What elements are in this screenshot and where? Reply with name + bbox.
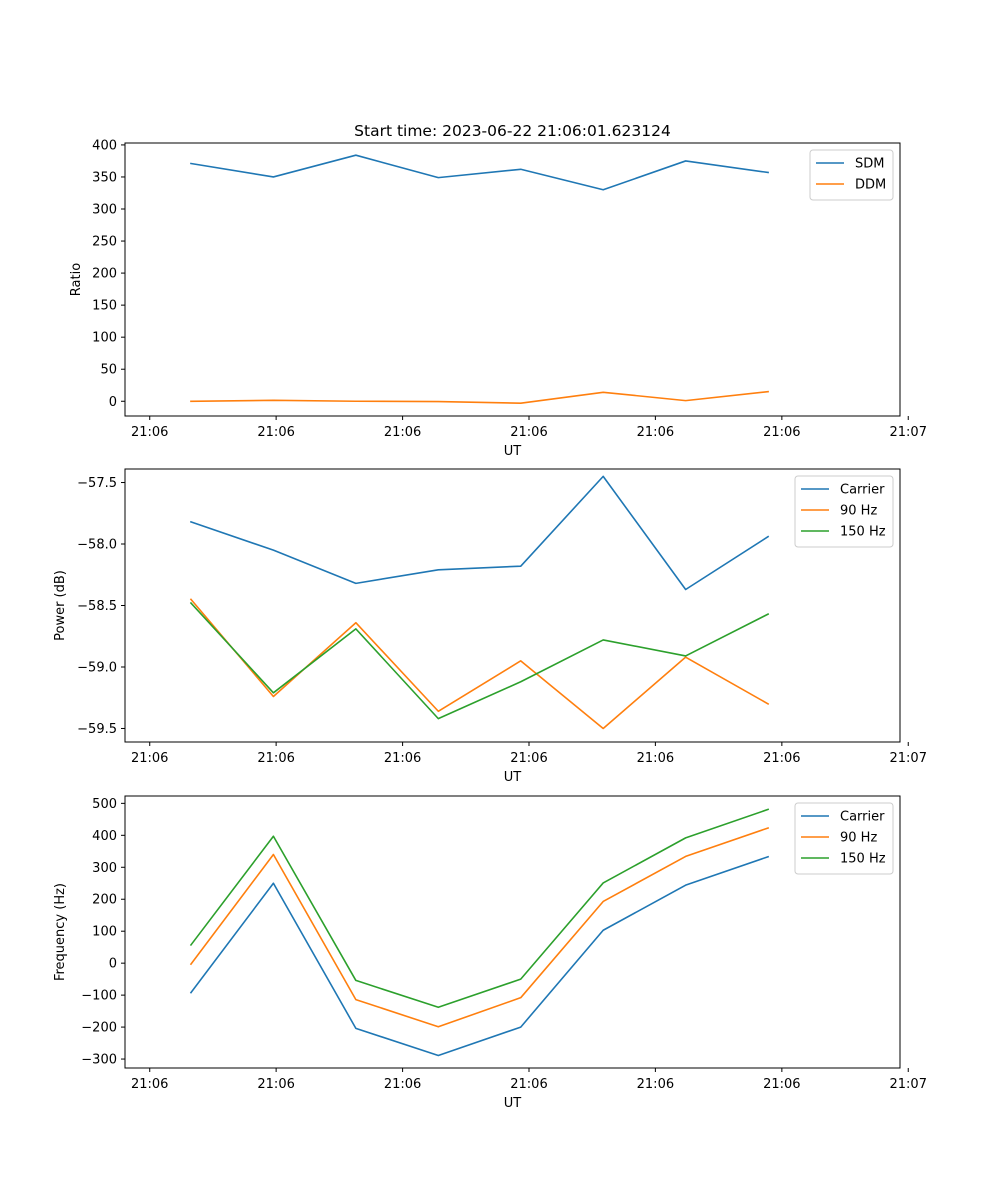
y-axis-label: Ratio [69, 263, 84, 296]
y-tick-label: 300 [92, 861, 117, 876]
legend-label: Carrier [840, 810, 885, 825]
series-line-1 [189, 475, 770, 591]
y-tick-label: −58.5 [77, 599, 117, 614]
legend-box [794, 802, 894, 875]
x-tick-label: 21:06 [763, 1077, 800, 1092]
x-tick-label: 21:06 [131, 425, 168, 440]
y-tick-label: 400 [92, 138, 117, 153]
x-tick-label: 21:07 [890, 1077, 927, 1092]
y-tick-label: 250 [92, 235, 117, 250]
x-tick-label: 21:06 [763, 425, 800, 440]
series-line-1 [190, 154, 769, 191]
x-tick-label: 21:06 [637, 751, 674, 766]
x-tick-label: 21:07 [890, 425, 927, 440]
y-tick-label: −300 [81, 1053, 117, 1068]
series-line-2 [189, 598, 770, 730]
y-tick-label: 500 [92, 797, 117, 812]
y-tick-label: −59.5 [77, 722, 117, 737]
series-line-3 [189, 601, 770, 720]
y-tick-label: −59.0 [77, 660, 117, 675]
x-tick-label: 21:06 [384, 1077, 421, 1092]
plot-frame [124, 142, 901, 417]
series-line-2 [190, 390, 769, 404]
legend-label: Carrier [840, 483, 885, 498]
x-tick-label: 21:06 [131, 751, 168, 766]
y-tick-label: 150 [92, 299, 117, 314]
chart-panel-3: 21:06 21:06 21:06 21:06 21:06 21:06 21:07 −300 −… [53, 795, 927, 1111]
legend-box [794, 475, 894, 548]
y-tick-label: −58.0 [77, 538, 117, 553]
legend: Carrier 90 Hz 150 Hz [794, 802, 894, 875]
chart-panel-1: 21:06 21:06 21:06 21:06 21:06 21:06 21:07 0 50 10… [69, 122, 927, 459]
x-tick-label: 21:06 [637, 1077, 674, 1092]
plot-frame [124, 468, 901, 743]
legend: Carrier 90 Hz 150 Hz [794, 475, 894, 548]
legend-label: 150 Hz [840, 525, 886, 540]
legend-label: 150 Hz [840, 852, 886, 867]
legend-label: DDM [855, 178, 886, 193]
x-tick-label: 21:06 [510, 425, 547, 440]
y-tick-label: −57.5 [77, 476, 117, 491]
x-axis-label: UT [504, 1096, 522, 1111]
y-axis-label: Power (dB) [53, 570, 68, 641]
x-axis-label: UT [504, 770, 522, 785]
x-tick-label: 21:06 [510, 1077, 547, 1092]
chart-panel-2: 21:06 21:06 21:06 21:06 21:06 21:06 21:07 −57.5… [53, 468, 927, 785]
y-tick-label: 0 [109, 395, 117, 410]
y-tick-label: 50 [100, 363, 117, 378]
y-tick-label: −200 [81, 1021, 117, 1036]
legend-label: 90 Hz [840, 504, 877, 519]
series-line-3 [189, 808, 770, 1009]
x-tick-label: 21:06 [131, 1077, 168, 1092]
y-tick-label: 100 [92, 925, 117, 940]
legend: SDM DDM [809, 149, 894, 201]
x-tick-label: 21:06 [763, 751, 800, 766]
x-tick-label: 21:06 [637, 425, 674, 440]
y-tick-label: 200 [92, 893, 117, 908]
series-line-1 [189, 855, 770, 1057]
x-tick-label: 21:06 [257, 1077, 294, 1092]
legend-label: 90 Hz [840, 831, 877, 846]
legend-label: SDM [855, 157, 884, 172]
y-tick-label: 400 [92, 829, 117, 844]
x-tick-label: 21:06 [510, 751, 547, 766]
x-tick-label: 21:06 [257, 425, 294, 440]
plot-frame [124, 795, 901, 1069]
y-tick-label: 100 [92, 331, 117, 346]
chart-title: Start time: 2023-06-22 21:06:01.623124 [354, 122, 671, 140]
y-tick-label: 350 [92, 170, 117, 185]
y-tick-label: −100 [81, 989, 117, 1004]
y-axis-label: Frequency (Hz) [53, 883, 68, 981]
x-axis-label: UT [504, 444, 522, 459]
x-tick-label: 21:07 [890, 751, 927, 766]
series-line-2 [189, 826, 770, 1028]
y-tick-label: 200 [92, 267, 117, 282]
y-tick-label: 300 [92, 203, 117, 218]
y-tick-label: 0 [109, 957, 117, 972]
x-tick-label: 21:06 [384, 425, 421, 440]
x-tick-label: 21:06 [257, 751, 294, 766]
x-tick-label: 21:06 [384, 751, 421, 766]
